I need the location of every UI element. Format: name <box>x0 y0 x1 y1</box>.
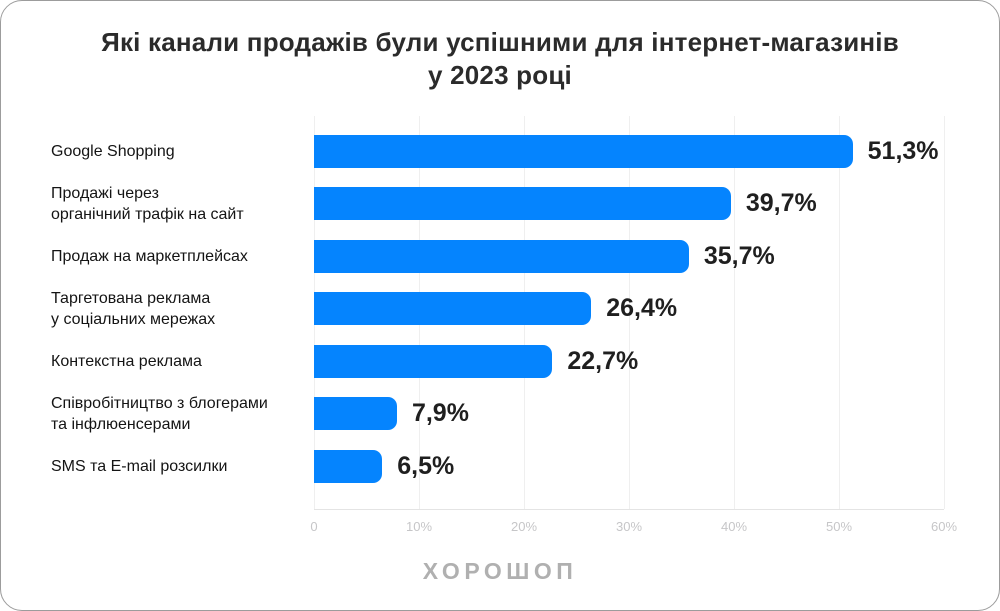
axis-tick-label: 50% <box>825 519 853 534</box>
bar-track: 22,7% <box>314 344 944 378</box>
horoshop-logo: ХОРОШОП <box>422 558 578 584</box>
x-axis: 0 10% 20% 30% 40% 50% 60% <box>310 510 957 538</box>
bar <box>314 134 853 168</box>
chart-row: Контекстна реклама 22,7% <box>51 335 944 388</box>
axis-tick-label: 10% <box>405 519 433 534</box>
value-label: 6,5% <box>397 451 455 480</box>
value-label: 39,7% <box>745 189 817 218</box>
chart-row: SMS та E-mail розсилки 6,5% <box>51 440 944 493</box>
category-label: Контекстна реклама <box>51 352 202 370</box>
axis-tick-label: 60% <box>930 519 958 534</box>
value-label: 22,7% <box>567 346 639 375</box>
chart-row: Google Shopping 51,3% <box>51 125 944 178</box>
value-label: 35,7% <box>703 241 775 270</box>
axis-tick-label: 0 <box>310 519 318 534</box>
category-label: Таргетована реклама у соціальних мережах <box>51 289 216 328</box>
bar-track: 51,3% <box>314 134 944 168</box>
chart-row: Продажі через органічний трафік на сайт … <box>51 178 944 231</box>
value-label: 26,4% <box>606 294 678 323</box>
bar-chart-plot-area: Google Shopping 51,3% Продажі через орга… <box>51 116 945 510</box>
axis-tick-label: 40% <box>720 519 748 534</box>
gridline <box>734 116 735 509</box>
chart-rows: Google Shopping 51,3% Продажі через орга… <box>51 125 944 493</box>
bar <box>314 292 592 326</box>
chart-row: Таргетована реклама у соціальних мережах… <box>51 283 944 336</box>
bar <box>314 344 553 378</box>
chart-row: Співробітництво з блогерами та інфлюенсе… <box>51 388 944 441</box>
gridline <box>944 116 945 509</box>
value-label: 51,3% <box>867 136 939 165</box>
bar <box>314 449 383 483</box>
chart-title-line1: Які канали продажів були успішними для і… <box>101 27 899 57</box>
bar-track: 6,5% <box>314 449 944 483</box>
category-label: SMS та E-mail розсилки <box>51 457 228 475</box>
bar <box>314 397 397 431</box>
bar-track: 39,7% <box>314 187 944 221</box>
axis-tick-label: 30% <box>615 519 643 534</box>
category-label: Google Shopping <box>51 142 175 160</box>
category-label: Співробітництво з блогерами та інфлюенсе… <box>51 394 268 433</box>
gridline <box>629 116 630 509</box>
chart-title-line2: у 2023 році <box>428 60 572 90</box>
gridline <box>839 116 840 509</box>
bar-track: 35,7% <box>314 239 944 273</box>
bar-track: 7,9% <box>314 397 944 431</box>
axis-tick-label: 20% <box>510 519 538 534</box>
bar-track: 26,4% <box>314 292 944 326</box>
category-label: Продаж на маркетплейсах <box>51 247 248 265</box>
chart-row: Продаж на маркетплейсах 35,7% <box>51 230 944 283</box>
chart-title: Які канали продажів були успішними для і… <box>1 1 999 92</box>
category-label: Продажі через органічний трафік на сайт <box>51 184 244 223</box>
value-label: 7,9% <box>411 399 469 428</box>
bar <box>314 239 689 273</box>
bar <box>314 187 731 221</box>
